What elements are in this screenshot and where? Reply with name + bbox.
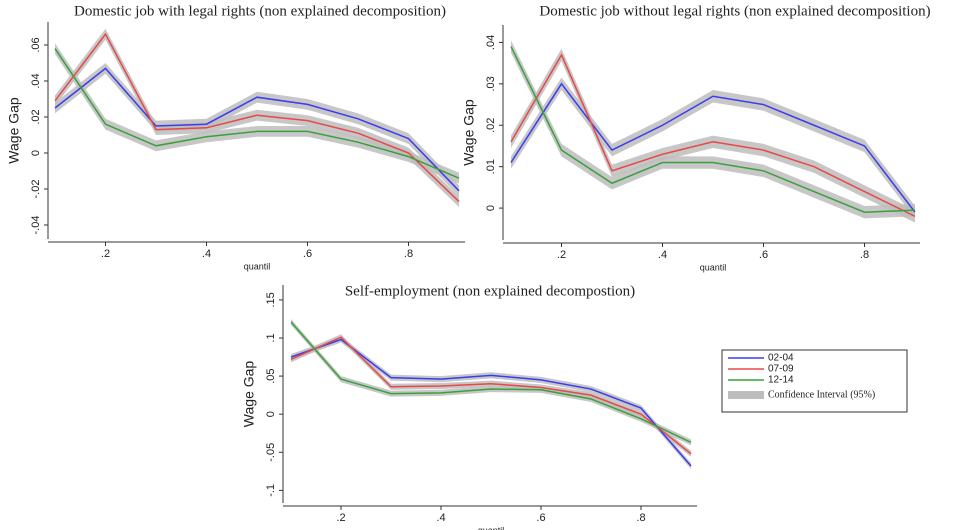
x-tick-label: .6 (536, 512, 545, 524)
y-tick-label: -.1 (265, 484, 277, 497)
series-line (510, 53, 916, 218)
y-tick-label: .06 (30, 37, 42, 52)
x-tick-label: .6 (303, 248, 312, 260)
y-tick-label: .05 (265, 368, 277, 383)
series-line (510, 46, 916, 213)
legend-label: Confidence Interval (95%) (768, 389, 875, 400)
confidence-band (55, 43, 459, 184)
y-tick-label: .01 (485, 159, 497, 174)
x-axis-title: quantil (478, 525, 505, 530)
x-tick-label: .6 (759, 249, 768, 261)
y-tick-label: 0 (265, 411, 277, 417)
y-axis-title: Wage Gap (461, 99, 477, 166)
series-line (290, 338, 692, 467)
y-tick-label: .02 (30, 109, 42, 124)
y-tick-label: 0 (485, 205, 497, 211)
chart: Domestic job without legal rights (non e… (461, 3, 931, 272)
chart-title: Domestic job with legal rights (non expl… (74, 3, 446, 19)
x-tick-label: .4 (202, 248, 211, 260)
x-tick-label: .2 (336, 512, 345, 524)
x-axis-title: quantil (700, 262, 727, 272)
x-tick-label: .8 (404, 248, 413, 260)
y-tick-label: .03 (485, 76, 497, 91)
x-tick-label: .4 (658, 249, 667, 261)
y-tick-label: .02 (485, 118, 497, 133)
plot-area (283, 285, 697, 503)
confidence-band (511, 48, 915, 223)
y-axis-title: Wage Gap (6, 97, 22, 164)
y-tick-label: -.02 (30, 180, 42, 199)
y-tick-label: 0 (30, 150, 42, 156)
chart-title: Self-employment (non explained decompost… (345, 283, 635, 299)
series-line (54, 67, 460, 192)
chart: Self-employment (non explained decompost… (241, 283, 908, 530)
chart: Domestic job with legal rights (non expl… (6, 3, 465, 271)
y-tick-label: .1 (265, 333, 277, 342)
y-tick-label: .04 (30, 73, 42, 88)
x-tick-label: .8 (636, 512, 645, 524)
confidence-band (55, 28, 459, 207)
series-line (510, 82, 916, 213)
series-line (54, 32, 460, 203)
legend-swatch (728, 391, 764, 399)
y-tick-label: -.05 (265, 443, 277, 462)
y-tick-label: .15 (265, 292, 277, 307)
chart-title: Domestic job without legal rights (non e… (539, 3, 930, 19)
x-tick-label: .4 (436, 512, 445, 524)
x-axis-title: quantil (244, 261, 271, 271)
legend-label: 12-14 (768, 375, 794, 386)
x-tick-label: .2 (557, 249, 566, 261)
y-tick-label: .04 (485, 35, 497, 50)
y-tick-label: -.04 (30, 216, 42, 235)
legend-label: 02-04 (768, 353, 794, 364)
x-tick-label: .8 (860, 249, 869, 261)
x-tick-label: .2 (101, 248, 110, 260)
series-line (290, 321, 692, 444)
series-line (290, 336, 692, 455)
legend-label: 07-09 (768, 364, 794, 375)
legend-box (721, 349, 908, 413)
y-axis-title: Wage Gap (241, 361, 257, 428)
series-line (54, 48, 460, 179)
